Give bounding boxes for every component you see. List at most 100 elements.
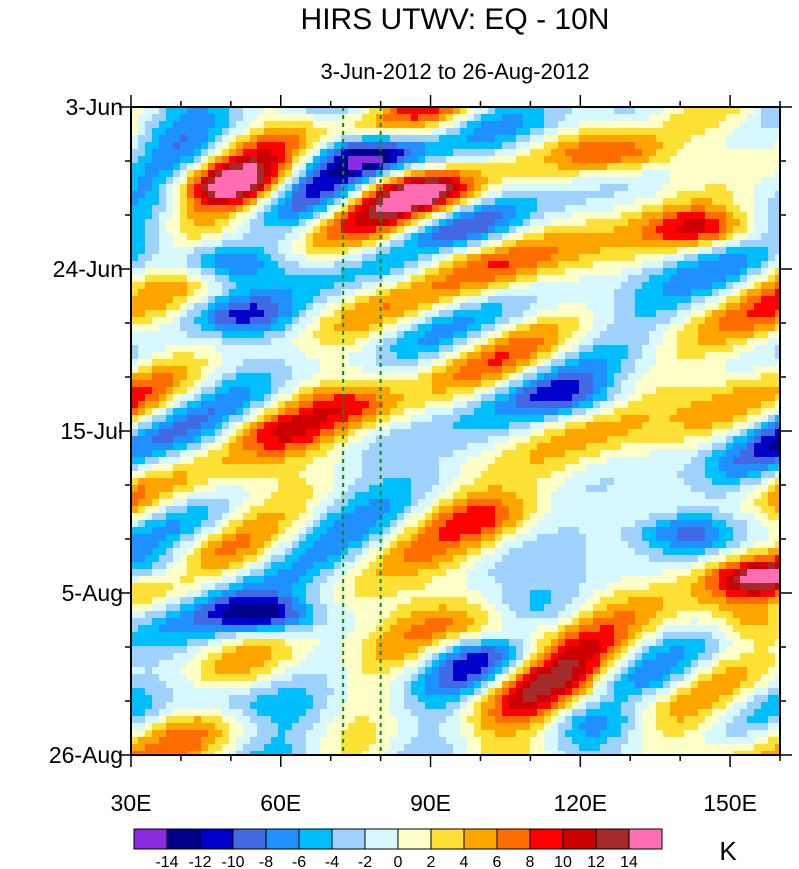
field-cell — [180, 450, 188, 458]
field-cell — [481, 114, 489, 122]
field-cell — [166, 240, 174, 248]
field-cell — [390, 457, 398, 465]
field-cell — [467, 254, 475, 262]
field-cell — [663, 373, 671, 381]
field-cell — [614, 282, 622, 290]
field-cell — [642, 450, 650, 458]
field-cell — [341, 212, 349, 220]
field-cell — [334, 198, 342, 206]
field-cell — [257, 177, 265, 185]
field-cell — [145, 205, 153, 213]
field-cell — [334, 401, 342, 409]
field-cell — [145, 331, 153, 339]
field-cell — [572, 198, 580, 206]
field-cell — [495, 226, 503, 234]
field-cell — [712, 163, 720, 171]
field-cell — [754, 198, 762, 206]
field-cell — [180, 401, 188, 409]
field-cell — [600, 240, 608, 248]
field-cell — [313, 219, 321, 227]
field-cell — [180, 289, 188, 297]
field-cell — [502, 408, 510, 416]
field-cell — [278, 317, 286, 325]
field-cell — [285, 296, 293, 304]
field-cell — [320, 240, 328, 248]
field-cell — [341, 177, 349, 185]
field-cell — [152, 149, 160, 157]
field-cell — [187, 163, 195, 171]
field-cell — [222, 457, 230, 465]
field-cell — [145, 429, 153, 437]
field-cell — [593, 135, 601, 143]
field-cell — [271, 114, 279, 122]
field-cell — [383, 338, 391, 346]
field-cell — [418, 261, 426, 269]
field-cell — [341, 422, 349, 430]
field-cell — [320, 366, 328, 374]
field-cell — [327, 205, 335, 213]
field-cell — [523, 289, 531, 297]
field-cell — [523, 317, 531, 325]
field-cell — [131, 107, 139, 115]
field-cell — [327, 394, 335, 402]
field-cell — [201, 226, 209, 234]
field-cell — [726, 450, 734, 458]
field-cell — [390, 352, 398, 360]
field-cell — [670, 240, 678, 248]
field-cell — [320, 415, 328, 423]
field-cell — [663, 450, 671, 458]
field-cell — [509, 212, 517, 220]
field-cell — [509, 450, 517, 458]
field-cell — [621, 331, 629, 339]
field-cell — [516, 345, 524, 353]
field-cell — [383, 226, 391, 234]
field-cell — [656, 471, 664, 479]
field-cell — [425, 310, 433, 318]
field-cell — [677, 261, 685, 269]
field-cell — [180, 275, 188, 283]
field-cell — [530, 373, 538, 381]
field-cell — [208, 233, 216, 241]
field-cell — [642, 415, 650, 423]
field-cell — [754, 471, 762, 479]
field-cell — [656, 226, 664, 234]
field-cell — [733, 373, 741, 381]
field-cell — [271, 184, 279, 192]
field-cell — [355, 289, 363, 297]
field-cell — [271, 121, 279, 129]
field-cell — [376, 191, 384, 199]
field-cell — [348, 471, 356, 479]
field-cell — [208, 289, 216, 297]
field-cell — [131, 149, 139, 157]
field-cell — [530, 289, 538, 297]
field-cell — [677, 303, 685, 311]
field-cell — [642, 359, 650, 367]
field-cell — [740, 394, 748, 402]
field-cell — [236, 142, 244, 150]
field-cell — [761, 268, 769, 276]
field-cell — [320, 373, 328, 381]
field-cell — [131, 373, 139, 381]
field-cell — [208, 352, 216, 360]
field-cell — [397, 205, 405, 213]
field-cell — [628, 121, 636, 129]
field-cell — [432, 366, 440, 374]
field-cell — [530, 359, 538, 367]
field-cell — [355, 457, 363, 465]
field-cell — [390, 282, 398, 290]
field-cell — [446, 198, 454, 206]
field-cell — [348, 296, 356, 304]
field-cell — [649, 443, 657, 451]
field-cell — [537, 324, 545, 332]
field-cell — [159, 247, 167, 255]
field-cell — [369, 415, 377, 423]
field-cell — [299, 387, 307, 395]
field-cell — [299, 443, 307, 451]
field-cell — [649, 401, 657, 409]
field-cell — [614, 443, 622, 451]
field-cell — [565, 191, 573, 199]
field-cell — [684, 107, 692, 115]
field-cell — [460, 303, 468, 311]
field-cell — [635, 464, 643, 472]
field-cell — [152, 135, 160, 143]
